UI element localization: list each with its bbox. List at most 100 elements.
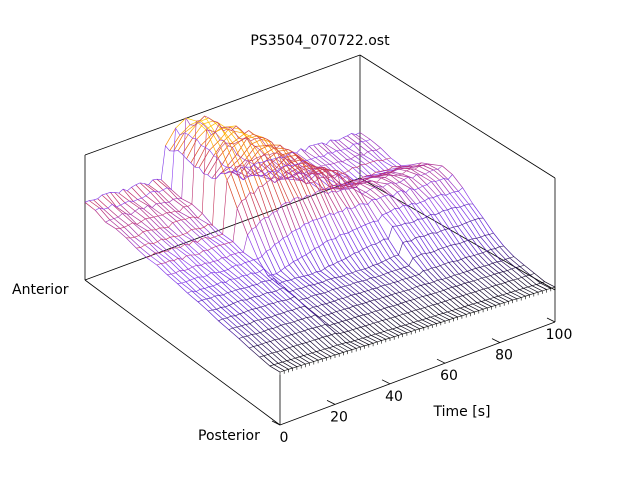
surface-profile-segment (534, 273, 545, 282)
surface-profile-segment (171, 273, 182, 284)
surface-profile-segment (354, 317, 366, 327)
surface-profile-segment (342, 321, 353, 330)
surface-profile-segment (317, 282, 329, 292)
surface-time-line (177, 174, 453, 284)
surface-profile-segment (364, 268, 376, 278)
surface-profile-segment (442, 247, 454, 262)
surface-profile-segment (142, 231, 154, 244)
surface-profile-segment (418, 297, 429, 307)
surface-profile-segment (277, 301, 289, 312)
surface-profile-segment (440, 230, 452, 246)
surface-profile-segment (358, 339, 369, 345)
surface-profile-segment (393, 282, 405, 292)
surface-profile-segment (256, 157, 268, 183)
surface-profile-segment (429, 283, 440, 292)
surface-profile-segment (422, 296, 434, 306)
surface-profile-segment (410, 277, 422, 286)
surface-profile-segment (280, 350, 292, 360)
surface-profile-segment (236, 326, 248, 337)
surface-profile-segment (385, 259, 397, 271)
surface-profile-segment (299, 356, 310, 364)
surface-profile-segment (139, 182, 151, 193)
surface-profile-segment (200, 120, 211, 131)
surface-profile-segment (192, 240, 204, 251)
surface-profile-segment (466, 294, 478, 303)
surface-profile-segment (325, 216, 337, 239)
surface-profile-segment (335, 185, 346, 188)
surface-profile-segment (95, 210, 106, 223)
surface-profile-segment (349, 284, 361, 294)
surface-profile-segment (177, 134, 189, 151)
surface-profile-segment (233, 303, 245, 313)
surface-profile-segment (371, 173, 382, 176)
surface-profile-segment (93, 199, 104, 210)
surface-profile-segment (455, 244, 466, 258)
surface-profile-segment (356, 228, 368, 248)
surface-profile-segment (275, 158, 286, 166)
x-axis-label: Time [s] (433, 404, 491, 420)
surface-profile-segment (162, 189, 174, 200)
surface-profile-segment (272, 328, 284, 338)
surface-profile-segment (238, 161, 250, 176)
surface-profile-segment (214, 295, 226, 308)
surface-profile-segment (253, 346, 264, 357)
surface-profile-segment (426, 295, 438, 305)
surface-profile-segment (248, 347, 260, 358)
surface-profile-segment (346, 296, 358, 306)
surface-profile-segment (365, 140, 377, 151)
surface-profile-segment (386, 183, 398, 193)
surface-profile-segment (203, 227, 215, 238)
surface-profile-segment (426, 318, 437, 324)
surface-profile-segment (438, 314, 450, 321)
surface-profile-segment (139, 207, 150, 219)
surface-profile-segment (417, 320, 429, 327)
posterior-label: Posterior (198, 428, 260, 444)
surface-profile-segment (268, 303, 280, 315)
x-tick-mark (326, 400, 336, 405)
surface-profile-segment (523, 264, 535, 274)
surface-profile-segment (479, 290, 490, 300)
surface-profile-segment (227, 292, 239, 302)
surface-profile-segment (467, 240, 479, 255)
x-tick-mark (271, 420, 281, 426)
surface-profile-segment (258, 296, 270, 305)
surface-profile-segment (374, 175, 386, 178)
surface-profile-segment (364, 224, 376, 245)
surface-profile-segment (189, 279, 201, 290)
surface-profile-segment (413, 299, 425, 308)
surface-profile-segment (235, 125, 247, 138)
surface-profile-segment (261, 256, 273, 275)
surface-profile-segment (205, 237, 217, 247)
surface-profile-segment (356, 328, 368, 338)
surface-profile-segment (276, 351, 287, 361)
surface-profile-segment (293, 321, 305, 332)
surface-profile-segment (536, 284, 547, 290)
surface-profile-segment (369, 222, 381, 242)
surface-profile-segment (383, 238, 395, 257)
surface-profile-segment (291, 310, 303, 320)
surface-profile-segment (299, 228, 311, 253)
surface-profile-segment (327, 152, 339, 163)
surface-profile-segment (268, 216, 280, 243)
surface-profile-segment (252, 309, 263, 320)
surface-profile-segment (388, 306, 400, 316)
surface-profile-segment (146, 230, 158, 242)
surface-profile-segment (387, 272, 399, 282)
surface-profile-segment (109, 219, 121, 229)
surface-profile-segment (216, 283, 228, 293)
surface-profile-segment (416, 286, 428, 296)
surface-profile-segment (198, 149, 210, 168)
surface-profile-segment (257, 158, 269, 170)
surface-profile-segment (489, 298, 501, 305)
surface-profile-segment (200, 288, 211, 299)
surface-profile-segment (375, 199, 387, 214)
surface-profile-segment (441, 279, 453, 288)
surface-profile-segment (209, 238, 221, 246)
surface-profile-segment (494, 273, 506, 283)
surface-profile-segment (244, 146, 256, 161)
surface-profile-segment (441, 165, 453, 175)
surface-profile-segment (134, 236, 146, 246)
surface-profile-segment (453, 226, 465, 242)
surface-profile-segment (163, 227, 175, 237)
surface-profile-segment (223, 270, 235, 280)
